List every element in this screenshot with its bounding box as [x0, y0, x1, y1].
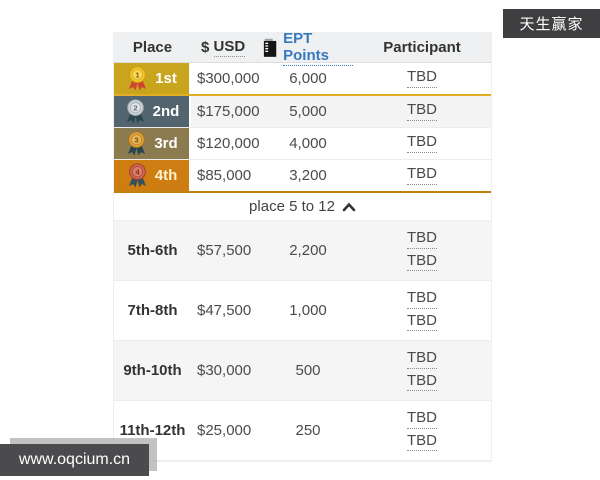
participant-value: TBD [407, 252, 437, 271]
place-label: 9th-10th [123, 362, 182, 379]
participant-value: TBD [407, 134, 437, 153]
points-value: 250 [295, 422, 321, 439]
participant-value: TBD [407, 166, 437, 185]
participant-value: TBD [407, 372, 437, 391]
place-label: 4th [154, 167, 178, 184]
table-row: 1 1st $300,000 6,000 TBD [114, 63, 491, 96]
usd-value: $300,000 [197, 70, 260, 87]
place-cell-2nd: 2 2nd [114, 96, 191, 127]
header-ept-points: EPT Points [263, 30, 353, 66]
place-label: 7th-8th [127, 302, 178, 319]
medal-ribbon-icon: 4 [128, 163, 146, 188]
usd-value: $47,500 [197, 302, 252, 319]
points-value: 2,200 [289, 242, 327, 259]
place-cell-1st: 1 1st [114, 63, 191, 94]
svg-text:1: 1 [136, 71, 141, 80]
table-header-row: Place $ USD EPT Points Participant [114, 30, 491, 66]
ept-logo-icon [263, 38, 277, 57]
table-row: 9th-10th $30,000 500 TBD TBD [114, 341, 491, 401]
table-row: 4 4th $85,000 3,200 TBD [114, 160, 491, 193]
chevron-up-icon [342, 202, 356, 211]
usd-value: $30,000 [197, 362, 252, 379]
participant-value: TBD [407, 229, 437, 249]
place-cell-4th: 4 4th [114, 160, 191, 191]
medal-ribbon-icon: 1 [129, 66, 147, 91]
participant-value: TBD [407, 312, 437, 331]
table-row: 3 3rd $120,000 4,000 TBD [114, 128, 491, 160]
place-label: 3rd [154, 135, 178, 152]
participant-value: TBD [407, 69, 437, 88]
participants-cell: TBD TBD [353, 341, 491, 400]
table-row: 11th-12th $25,000 250 TBD TBD [114, 401, 491, 461]
header-place: Place [114, 33, 191, 62]
usd-value: $25,000 [197, 422, 252, 439]
place-label: 2nd [152, 103, 180, 120]
header-usd-label: USD [213, 38, 246, 57]
participant-value: TBD [407, 432, 437, 451]
usd-value: $175,000 [197, 103, 260, 120]
svg-text:4: 4 [135, 168, 140, 177]
table-row: 7th-8th $47,500 1,000 TBD TBD [114, 281, 491, 341]
watermark-bottom-left: www.oqcium.cn [0, 444, 149, 476]
expander-place-5-to-12[interactable]: place 5 to 12 [114, 193, 491, 221]
points-value: 500 [295, 362, 321, 379]
participant-value: TBD [407, 289, 437, 309]
header-participant-label: Participant [383, 39, 461, 56]
usd-value: $85,000 [197, 167, 252, 184]
payout-table: Place $ USD EPT Points Participant [113, 30, 492, 462]
svg-text:3: 3 [135, 136, 139, 145]
table-row: 5th-6th $57,500 2,200 TBD TBD [114, 221, 491, 281]
svg-text:2: 2 [133, 104, 137, 113]
points-value: 4,000 [289, 135, 327, 152]
medal-ribbon-icon: 3 [128, 131, 146, 156]
participants-cell: TBD TBD [353, 221, 491, 280]
participants-cell: TBD TBD [353, 401, 491, 460]
expander-label: place 5 to 12 [249, 198, 335, 215]
place-cell-3rd: 3 3rd [114, 128, 191, 159]
header-usd[interactable]: $ USD [191, 33, 263, 62]
participant-value: TBD [407, 102, 437, 121]
usd-value: $57,500 [197, 242, 252, 259]
participant-value: TBD [407, 409, 437, 429]
points-value: 6,000 [289, 70, 327, 87]
header-place-label: Place [132, 39, 173, 56]
ept-points-link[interactable]: EPT Points [283, 30, 353, 66]
points-value: 3,200 [289, 167, 327, 184]
points-value: 5,000 [289, 103, 327, 120]
header-participant: Participant [353, 33, 491, 62]
place-label: 1st [155, 70, 177, 87]
points-value: 1,000 [289, 302, 327, 319]
participant-value: TBD [407, 349, 437, 369]
medal-ribbon-icon: 2 [126, 99, 144, 124]
watermark-top-right: 天生赢家 [503, 9, 600, 38]
header-usd-symbol: $ [201, 39, 210, 56]
place-label: 11th-12th [119, 422, 186, 439]
usd-value: $120,000 [197, 135, 260, 152]
place-label: 5th-6th [127, 242, 178, 259]
table-row: 2 2nd $175,000 5,000 TBD [114, 96, 491, 128]
participants-cell: TBD TBD [353, 281, 491, 340]
